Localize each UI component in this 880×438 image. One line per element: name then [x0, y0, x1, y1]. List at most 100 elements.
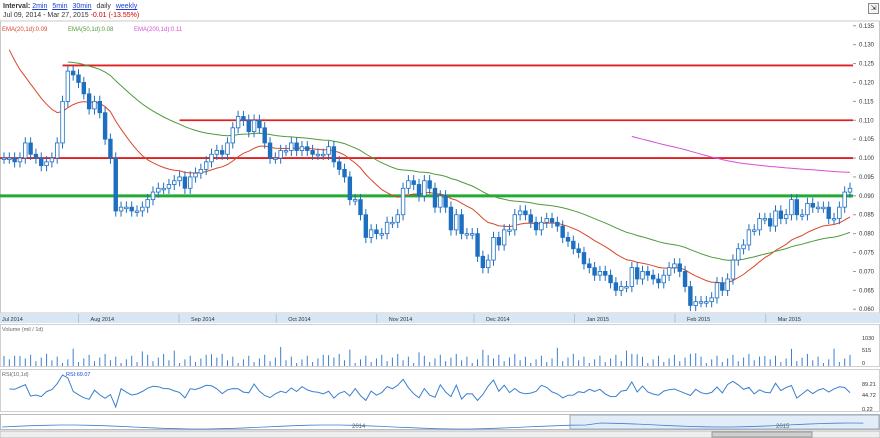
volume-legend: Volume (mil / 1d): [2, 327, 43, 333]
candle-body: [512, 214, 517, 231]
candle-body: [576, 248, 581, 253]
rsi-value-legend: RSI:69.07: [66, 372, 90, 378]
month-label: Oct 2014: [288, 317, 310, 323]
candle-body: [342, 168, 347, 178]
volume-panel: Volume (mil / 1d) 1030 515 0: [0, 324, 880, 367]
month-label: Mar 2015: [778, 317, 801, 323]
candle-body: [794, 199, 799, 216]
candle-body: [299, 146, 305, 151]
candle-body: [214, 150, 220, 155]
interval-daily-active[interactable]: daily: [96, 3, 111, 10]
price-tick-label: 0.120: [859, 80, 875, 86]
candle-body: [539, 221, 544, 231]
candle-body: [752, 229, 757, 232]
candle-body: [571, 240, 576, 250]
candle-body: [587, 263, 592, 269]
candle-body: [76, 74, 81, 83]
month-axis: Jul 2014 Aug 2014 Sep 2014 Oct 2014 Nov 2014…: [0, 314, 880, 323]
candle-body: [193, 172, 198, 178]
interval-30min-link[interactable]: 30min: [72, 3, 92, 10]
rsi-tick-label: 0.22: [862, 407, 873, 413]
candle-body: [624, 286, 629, 289]
candle-body: [384, 221, 390, 235]
candle-body: [145, 199, 150, 208]
candle-body: [97, 100, 102, 114]
navigator[interactable]: 2014 2015: [0, 414, 880, 438]
candle-body: [203, 161, 209, 170]
price-tick-label: 0.075: [859, 251, 875, 257]
candle-body: [294, 142, 299, 151]
candle-body: [225, 142, 230, 155]
price-tick-label: 0.080: [859, 232, 875, 238]
candle-body: [60, 100, 65, 144]
candle-body: [565, 237, 571, 242]
candle-body: [432, 187, 438, 208]
candle-body: [485, 259, 491, 269]
candle-body: [438, 195, 443, 208]
candle-body: [182, 176, 188, 189]
support-resistance-lines: [0, 64, 853, 198]
candle-body: [523, 210, 528, 216]
price-tick-label: 0.090: [859, 194, 875, 200]
candle-body: [331, 146, 337, 163]
candle-body: [815, 206, 821, 210]
volume-tick-label: 1030: [862, 336, 874, 342]
navigator-scrollbar: [0, 430, 880, 438]
interval-2min-link[interactable]: 2min: [32, 3, 48, 10]
candle-body: [714, 282, 720, 299]
candle-body: [608, 274, 613, 284]
candle-body: [682, 271, 688, 287]
price-tick-label: 0.135: [859, 24, 875, 30]
candle-body: [757, 218, 762, 231]
candle-body: [395, 214, 400, 223]
candle-body: [491, 237, 496, 261]
candle-body: [251, 119, 257, 132]
candle-body: [235, 116, 241, 129]
candle-body: [33, 153, 39, 159]
candle-body: [17, 157, 23, 163]
candle-body: [102, 112, 108, 140]
candle-body: [70, 70, 76, 76]
candle-body: [847, 187, 853, 193]
candle-body: [661, 274, 666, 284]
candle-body: [789, 199, 794, 216]
candle-body: [507, 229, 512, 232]
candle-body: [7, 157, 12, 160]
price-tick-label: 0.110: [859, 118, 874, 124]
candle-body: [480, 255, 486, 269]
candle-body: [188, 176, 193, 189]
candle-body: [560, 225, 565, 238]
candle-body: [219, 150, 225, 155]
candle-body: [656, 278, 661, 284]
candle-body: [92, 100, 97, 110]
candle-body: [454, 214, 459, 231]
date-range-line: Jul 09, 2014 - Mar 27, 2015 -0.01 (-13.5…: [3, 12, 139, 19]
navigator-line: [1, 422, 864, 430]
candle-body: [533, 221, 539, 231]
price-tick-label: 0.130: [859, 43, 875, 49]
interval-weekly-link[interactable]: weekly: [115, 3, 138, 10]
candle-body: [698, 301, 704, 304]
interval-5min-link[interactable]: 5min: [52, 3, 68, 10]
candle-body: [597, 271, 603, 276]
candle-body: [613, 282, 619, 291]
candle-body: [783, 214, 789, 219]
ema-lines: [8, 49, 851, 284]
rsi-line: [9, 374, 851, 409]
candle-body: [725, 278, 730, 291]
candle-body: [262, 127, 267, 144]
price-tick-label: 0.070: [859, 269, 875, 275]
candle-body: [400, 187, 406, 216]
candle-body: [736, 248, 741, 261]
candle-body: [427, 180, 432, 189]
candle-body: [246, 119, 251, 132]
price-axis: 0.135 0.130 0.125 0.120 0.115 0.110 0.105 0.100…: [2, 24, 875, 313]
candle-body: [666, 267, 672, 276]
candle-body: [778, 210, 784, 219]
navigator-scroll-thumb: [711, 431, 813, 438]
candle-body: [358, 199, 363, 216]
expand-icon[interactable]: ⇲: [868, 3, 879, 14]
candle-body: [810, 203, 815, 208]
rsi-tick-label: 89.21: [862, 382, 876, 388]
candle-body: [241, 116, 246, 121]
